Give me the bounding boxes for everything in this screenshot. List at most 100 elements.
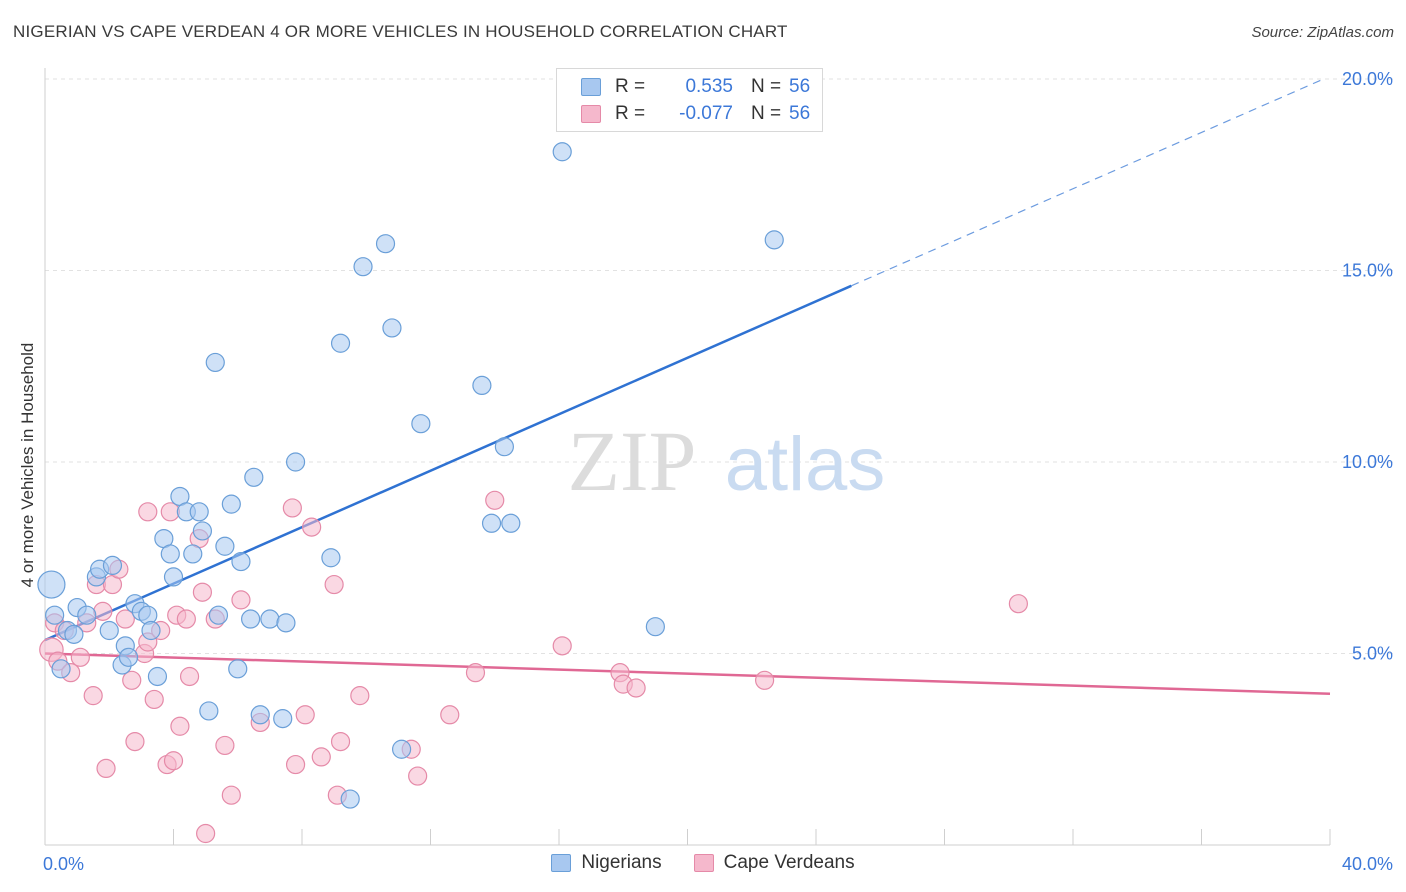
y-tick-label: 10.0%	[1342, 452, 1393, 472]
series-legend: Nigerians Cape Verdeans	[0, 852, 1406, 874]
point-nigerian	[221, 494, 241, 514]
legend-r-label: R =	[615, 76, 646, 97]
legend-swatch-nigerians	[581, 78, 601, 96]
point-cape-verdean	[144, 689, 164, 710]
legend-r-value: 0.535	[685, 76, 733, 97]
point-cape-verdean	[285, 754, 306, 775]
point-cape-verdean	[552, 636, 572, 656]
point-nigerian	[163, 567, 184, 587]
point-nigerian	[231, 551, 251, 572]
point-nigerian	[382, 318, 402, 338]
point-nigerian	[37, 570, 66, 599]
point-nigerian	[285, 452, 306, 472]
point-cape-verdean	[115, 609, 135, 629]
series-legend-nigerians[interactable]: Nigerians	[551, 852, 662, 874]
point-cape-verdean	[626, 678, 646, 698]
point-nigerian	[276, 613, 296, 633]
point-nigerian	[472, 375, 492, 395]
point-nigerian	[45, 605, 65, 625]
point-nigerian	[77, 605, 97, 625]
point-nigerian	[273, 709, 293, 729]
point-nigerian	[192, 521, 213, 541]
point-cape-verdean	[231, 590, 251, 610]
x-tick-label: 40.0%	[1342, 854, 1393, 874]
point-nigerian	[353, 257, 373, 277]
source-label: Source: ZipAtlas.com	[1251, 24, 1394, 41]
legend-swatch-cape-verdeans	[581, 105, 601, 123]
point-cape-verdean	[1008, 594, 1028, 614]
point-nigerian	[375, 234, 396, 254]
y-tick-label: 15.0%	[1342, 261, 1393, 281]
point-cape-verdean	[295, 705, 315, 725]
point-nigerian	[250, 705, 270, 725]
point-cape-verdean	[176, 609, 196, 629]
legend-row-nigerians: R = 0.535 N = 56	[581, 75, 810, 99]
point-cape-verdean	[282, 498, 302, 518]
series-legend-cape-verdeans[interactable]: Cape Verdeans	[693, 852, 855, 874]
point-cape-verdean	[138, 502, 158, 522]
point-nigerian	[64, 624, 84, 644]
point-cape-verdean	[215, 735, 235, 756]
watermark: ZIP atlas	[568, 413, 886, 509]
point-cape-verdean	[440, 705, 460, 725]
point-nigerian	[199, 701, 219, 721]
point-nigerian	[189, 502, 209, 522]
legend-n-label: N =	[751, 76, 782, 97]
legend-r-label: R =	[615, 103, 646, 124]
point-nigerian	[183, 544, 203, 564]
point-cape-verdean	[163, 751, 184, 771]
point-cape-verdean	[70, 647, 90, 667]
point-nigerian	[118, 647, 139, 667]
point-nigerian	[160, 544, 180, 564]
point-nigerian	[51, 659, 71, 679]
tick-labels: 5.0% 10.0% 15.0% 20.0% 0.0% 40.0%	[43, 69, 1393, 874]
point-nigerian	[340, 789, 360, 809]
point-nigerian	[208, 605, 229, 625]
chart-title: NIGERIAN VS CAPE VERDEAN 4 OR MORE VEHIC…	[13, 22, 788, 41]
point-cape-verdean	[221, 785, 241, 805]
series-swatch-nigerians	[551, 854, 572, 872]
point-nigerian	[99, 620, 119, 641]
point-cape-verdean	[125, 731, 145, 752]
y-tick-label: 5.0%	[1352, 644, 1393, 664]
point-nigerian	[241, 609, 261, 629]
point-nigerian	[411, 414, 431, 434]
point-nigerian	[321, 548, 341, 568]
point-cape-verdean	[350, 686, 370, 706]
series-label-cape-verdeans: Cape Verdeans	[723, 852, 855, 873]
point-cape-verdean	[192, 582, 213, 602]
trend-dashed-nigerians	[851, 78, 1324, 287]
point-cape-verdean	[330, 731, 351, 752]
point-nigerian	[494, 437, 514, 457]
legend-r-value: -0.077	[679, 103, 733, 124]
legend-n-value: 56	[789, 76, 811, 97]
point-nigerian	[244, 467, 264, 487]
point-cape-verdean	[179, 666, 200, 687]
points-cape-verdeans	[39, 490, 1028, 844]
point-nigerian	[147, 666, 168, 687]
correlation-legend: R = 0.535 N = 56 R = -0.077 N = 56	[556, 68, 823, 132]
legend-n-label: N =	[751, 103, 782, 124]
axes	[44, 68, 1331, 846]
legend-n-value: 56	[789, 103, 811, 124]
point-nigerian	[260, 609, 280, 629]
point-nigerian	[215, 536, 235, 556]
point-cape-verdean	[160, 502, 180, 522]
point-cape-verdean	[485, 490, 505, 510]
x-tick-label: 0.0%	[43, 854, 84, 874]
point-cape-verdean	[302, 517, 322, 537]
point-cape-verdean	[465, 663, 486, 683]
point-nigerian	[501, 513, 521, 533]
point-cape-verdean	[311, 747, 331, 767]
series-label-nigerians: Nigerians	[581, 852, 662, 873]
point-cape-verdean	[83, 686, 103, 706]
trend-line-cape-verdeans	[44, 652, 1331, 695]
point-nigerian	[228, 659, 248, 679]
point-nigerian	[141, 620, 161, 641]
point-nigerian	[205, 352, 225, 373]
point-cape-verdean	[96, 758, 116, 779]
point-cape-verdean	[93, 601, 113, 621]
point-cape-verdean	[324, 574, 344, 595]
watermark-zip: ZIP	[568, 413, 697, 509]
